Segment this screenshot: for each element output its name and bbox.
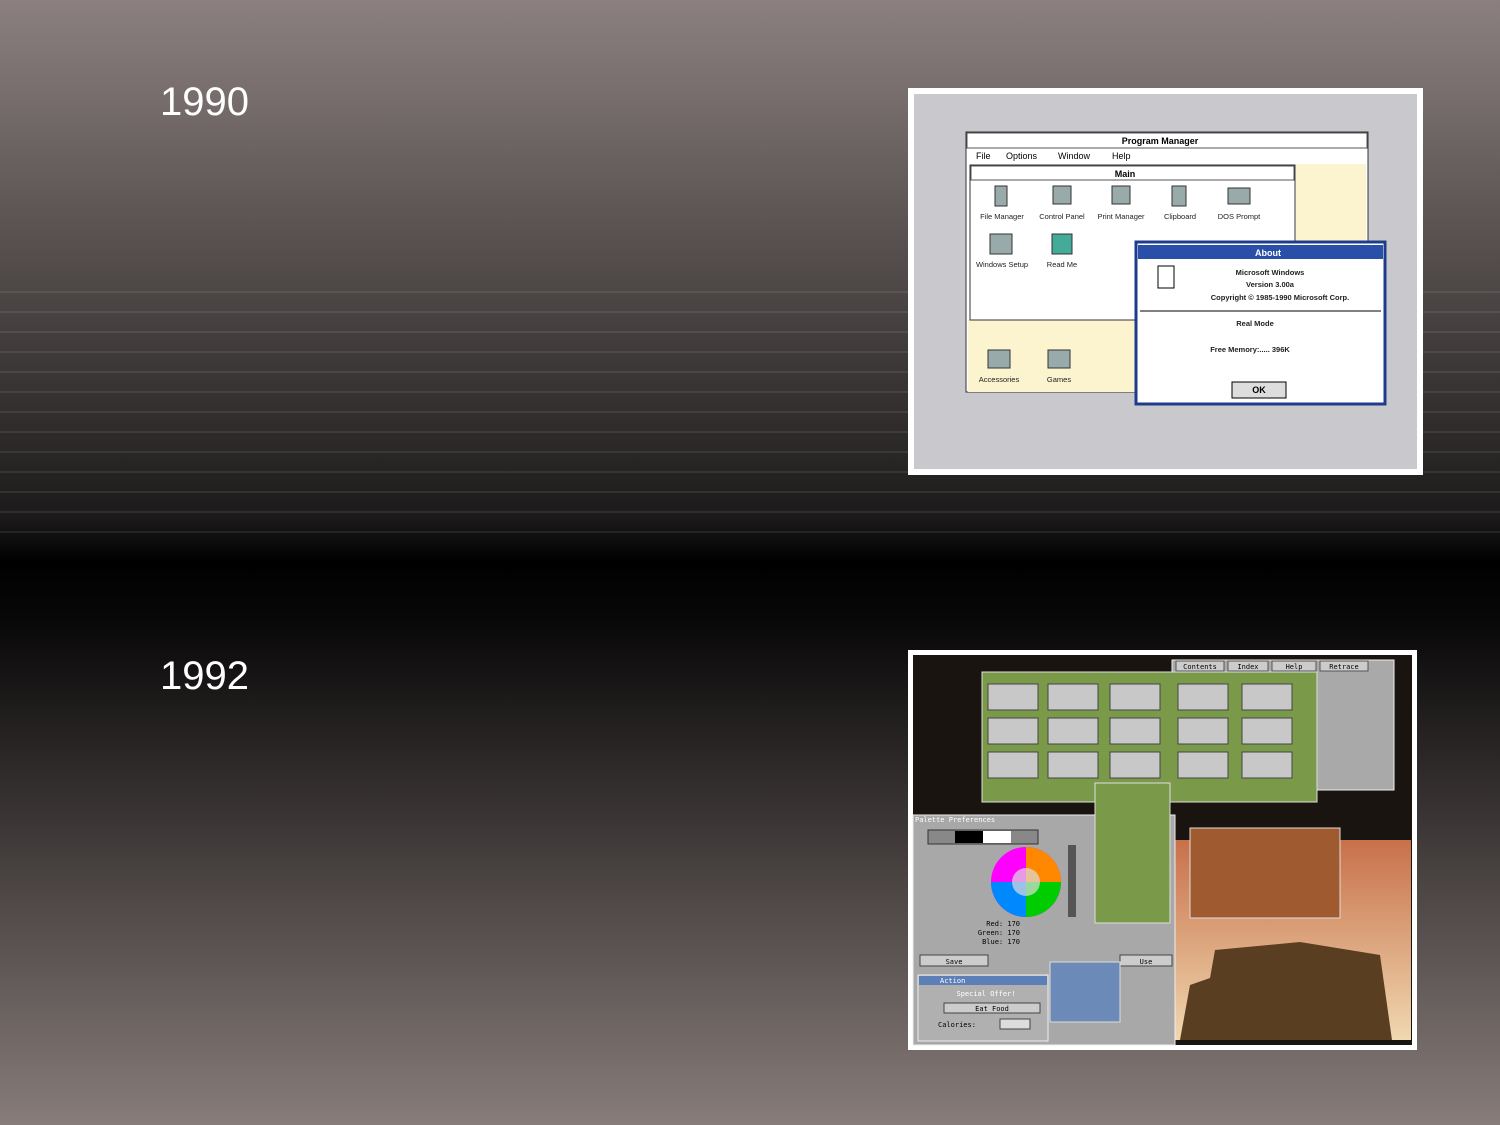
panel-button: Eat Food [975,1005,1009,1013]
help-button: Index [1237,663,1258,671]
save-button: Save [946,958,963,966]
year-label: 1992 [160,654,249,698]
icon-label: Read Me [1047,260,1077,269]
dialog-text: Microsoft Windows [1236,268,1305,277]
window-title: Program Manager [1122,136,1199,146]
group-label: Accessories [979,375,1020,384]
dialog-title: About [1255,248,1281,258]
slider-label: Red: 170 [986,920,1020,928]
dialog-text: Copyright © 1985-1990 Microsoft Corp. [1211,293,1349,302]
group-title: Main [1115,169,1136,179]
menu-item: Options [1006,151,1038,161]
group-label: Games [1047,375,1071,384]
menu-item: Help [1112,151,1131,161]
help-button: Help [1286,663,1303,671]
dialog-text: Free Memory:..... 396K [1210,345,1290,354]
icon-label: Control Panel [1039,212,1085,221]
panel-text: Calories: [938,1021,976,1029]
window-title: Palette Preferences [915,816,995,824]
icon-label: DOS Prompt [1218,212,1261,221]
year-label: 1990 [160,80,249,124]
help-button: Contents [1183,663,1217,671]
icon-label: Print Manager [1097,212,1145,221]
panel-text: Special Offer! [956,990,1015,998]
screenshot-1992: Contents Index Help Retrace Palette Pref… [908,650,1417,1050]
icon-label: Windows Setup [976,260,1028,269]
icon-label: File Manager [980,212,1024,221]
use-button: Use [1140,958,1153,966]
menu-item: File [976,151,991,161]
dialog-text: Version 3.00a [1246,280,1295,289]
slider-label: Green: 170 [978,929,1020,937]
slider-label: Blue: 170 [982,938,1020,946]
panel-title: Action [940,977,965,985]
dialog-text: Real Mode [1236,319,1274,328]
help-button: Retrace [1329,663,1359,671]
color-wheel [991,847,1061,917]
ok-button: OK [1252,385,1266,395]
icon-label: Clipboard [1164,212,1196,221]
menu-item: Window [1058,151,1091,161]
screenshot-1990: Program Manager File Options Window Help… [908,88,1423,475]
